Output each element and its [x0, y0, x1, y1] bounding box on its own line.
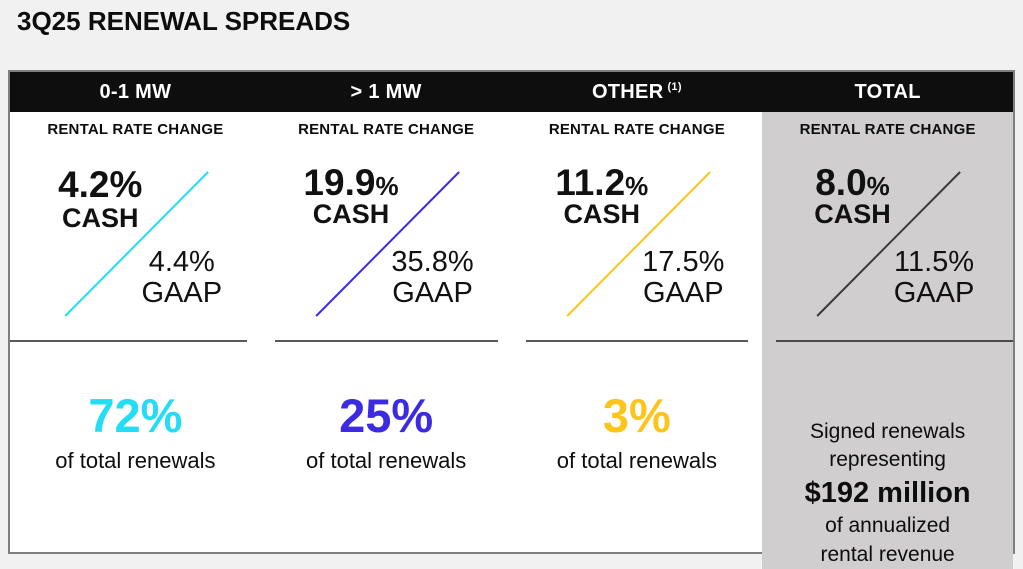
- share-cell: 3% of total renewals: [512, 342, 763, 569]
- column-header-other: OTHER (1): [512, 72, 763, 112]
- gaap-label: GAAP: [893, 277, 975, 310]
- column-header-label: > 1 MW: [350, 80, 422, 103]
- section-divider: [776, 340, 1013, 342]
- section-divider: [525, 340, 749, 342]
- column-header-0-1mw: 0-1 MW: [10, 72, 261, 112]
- share-cell: 25% of total renewals: [261, 342, 512, 569]
- column-header-label: TOTAL: [854, 80, 921, 103]
- gaap-rate-block: 11.5% GAAP: [868, 246, 1001, 310]
- cash-label: CASH: [61, 203, 139, 233]
- column-total: RENTAL RATE CHANGE 8.0% CASH 11.5% GAAP …: [762, 112, 1013, 569]
- gaap-label: GAAP: [392, 277, 473, 310]
- percent-sign: %: [625, 171, 649, 201]
- diagonal-divider-line: [10, 140, 261, 340]
- percent-sign: %: [375, 171, 399, 201]
- share-cell: 72% of total renewals: [10, 342, 261, 569]
- percent-sign: %: [109, 164, 143, 205]
- share-percentage: 3%: [602, 389, 671, 442]
- column-gt1mw: RENTAL RATE CHANGE 19.9% CASH 35.8% GAAP…: [261, 112, 512, 569]
- diagonal-divider-line: [512, 140, 763, 340]
- column-other: RENTAL RATE CHANGE 11.2% CASH 17.5% GAAP…: [512, 112, 763, 569]
- renewal-spreads-table: 0-1 MW > 1 MW OTHER (1) TOTAL RENTAL RAT…: [8, 70, 1015, 569]
- section-divider: [274, 340, 498, 342]
- gaap-rate-value: 11.5%: [893, 246, 975, 278]
- summary-line: of annualized: [825, 514, 951, 538]
- gaap-label: GAAP: [141, 277, 223, 310]
- gaap-rate-block: 4.4% GAAP: [115, 246, 248, 310]
- diagonal-divider-line: [762, 140, 1013, 340]
- table-body: RENTAL RATE CHANGE 4.2% CASH 4.4% GAAP 7…: [10, 112, 1013, 569]
- percent-sign: %: [866, 171, 890, 201]
- cash-rate-block: 8.0% CASH: [782, 164, 922, 228]
- cash-rate-block: 19.9% CASH: [281, 164, 421, 228]
- gaap-label: GAAP: [642, 277, 724, 310]
- table-header-row: 0-1 MW > 1 MW OTHER (1) TOTAL: [10, 72, 1013, 112]
- rate-change-cell: RENTAL RATE CHANGE 8.0% CASH 11.5% GAAP: [762, 112, 1013, 340]
- summary-line: rental revenue: [820, 542, 955, 566]
- rate-change-cell: RENTAL RATE CHANGE 19.9% CASH 35.8% GAAP: [261, 112, 512, 340]
- rate-change-heading: RENTAL RATE CHANGE: [47, 121, 224, 138]
- cash-rate-value: 4.2: [58, 164, 110, 205]
- annualized-revenue-value: $192 million: [804, 476, 971, 509]
- cash-rate-block: 4.2% CASH: [30, 164, 170, 232]
- column-header-label: OTHER: [591, 80, 664, 103]
- signed-renewals-summary: Signed renewals representing $192 millio…: [805, 392, 971, 569]
- cash-label: CASH: [312, 199, 390, 229]
- gaap-rate-value: 17.5%: [642, 246, 725, 278]
- footnote-marker: (1): [667, 81, 682, 93]
- column-header-total: TOTAL: [762, 72, 1013, 112]
- rate-change-heading: RENTAL RATE CHANGE: [548, 121, 725, 138]
- summary-line: Signed renewals: [809, 420, 966, 443]
- cash-rate-value: 19.9: [303, 162, 376, 203]
- section-divider: [10, 340, 247, 342]
- rate-change-heading: RENTAL RATE CHANGE: [298, 121, 475, 138]
- share-percentage: 25%: [339, 389, 434, 442]
- rate-change-cell: RENTAL RATE CHANGE 11.2% CASH 17.5% GAAP: [512, 112, 763, 340]
- cash-rate-value: 11.2: [555, 162, 626, 203]
- cash-rate-block: 11.2% CASH: [532, 164, 672, 228]
- gaap-rate-value: 35.8%: [391, 246, 474, 278]
- column-0-1mw: RENTAL RATE CHANGE 4.2% CASH 4.4% GAAP 7…: [10, 112, 261, 569]
- rate-change-heading: RENTAL RATE CHANGE: [799, 121, 976, 138]
- gaap-rate-value: 4.4%: [148, 246, 215, 278]
- cash-label: CASH: [563, 199, 640, 229]
- column-header-label: 0-1 MW: [99, 80, 172, 103]
- page-title: 3Q25 RENEWAL SPREADS: [17, 6, 351, 36]
- diagonal-divider-line: [261, 140, 512, 340]
- column-header-gt1mw: > 1 MW: [261, 72, 512, 112]
- cash-rate-value: 8.0: [815, 162, 867, 203]
- summary-line: representing: [829, 448, 946, 472]
- gaap-rate-block: 35.8% GAAP: [366, 246, 499, 310]
- share-percentage: 72%: [88, 389, 183, 442]
- total-summary-cell: Signed renewals representing $192 millio…: [762, 342, 1013, 569]
- share-caption: of total renewals: [556, 448, 717, 473]
- gaap-rate-block: 17.5% GAAP: [617, 246, 750, 310]
- share-caption: of total renewals: [306, 448, 467, 473]
- rate-change-cell: RENTAL RATE CHANGE 4.2% CASH 4.4% GAAP: [10, 112, 261, 340]
- cash-label: CASH: [814, 199, 891, 229]
- share-caption: of total renewals: [55, 448, 216, 473]
